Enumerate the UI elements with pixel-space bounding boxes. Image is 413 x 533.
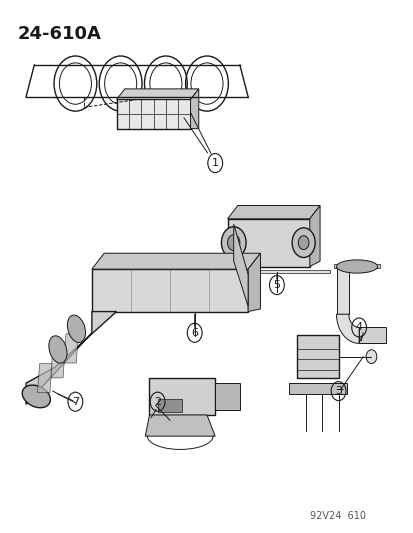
Polygon shape [227, 219, 309, 266]
Text: 4: 4 [355, 322, 362, 333]
Circle shape [227, 235, 239, 251]
Text: 2: 2 [154, 397, 161, 407]
Polygon shape [116, 89, 198, 100]
Circle shape [298, 236, 308, 249]
Polygon shape [51, 349, 65, 378]
Polygon shape [149, 378, 215, 415]
Polygon shape [358, 327, 385, 343]
Polygon shape [26, 312, 116, 405]
Ellipse shape [22, 385, 50, 408]
Polygon shape [289, 383, 346, 394]
Text: 92V24  610: 92V24 610 [309, 511, 365, 521]
Text: 3: 3 [334, 386, 341, 396]
Polygon shape [227, 206, 319, 219]
Polygon shape [334, 264, 379, 268]
Polygon shape [92, 269, 247, 312]
Polygon shape [190, 89, 198, 128]
Text: 7: 7 [72, 397, 79, 407]
Ellipse shape [67, 315, 85, 343]
Ellipse shape [336, 260, 377, 273]
Polygon shape [145, 415, 215, 436]
Text: 24-610A: 24-610A [18, 25, 102, 43]
Circle shape [221, 227, 245, 259]
Polygon shape [223, 270, 330, 273]
Text: 6: 6 [191, 328, 198, 338]
Polygon shape [336, 266, 348, 314]
Circle shape [365, 350, 376, 364]
Polygon shape [38, 364, 52, 393]
Polygon shape [233, 224, 247, 306]
Polygon shape [309, 206, 319, 266]
Text: 1: 1 [211, 158, 218, 168]
FancyBboxPatch shape [116, 100, 190, 128]
Text: 5: 5 [273, 280, 280, 290]
Ellipse shape [49, 336, 67, 363]
Polygon shape [157, 399, 182, 413]
Polygon shape [64, 334, 78, 363]
Polygon shape [215, 383, 239, 410]
Circle shape [292, 228, 314, 257]
Polygon shape [92, 253, 260, 269]
Polygon shape [247, 253, 260, 312]
Polygon shape [336, 314, 358, 343]
Polygon shape [297, 335, 338, 378]
